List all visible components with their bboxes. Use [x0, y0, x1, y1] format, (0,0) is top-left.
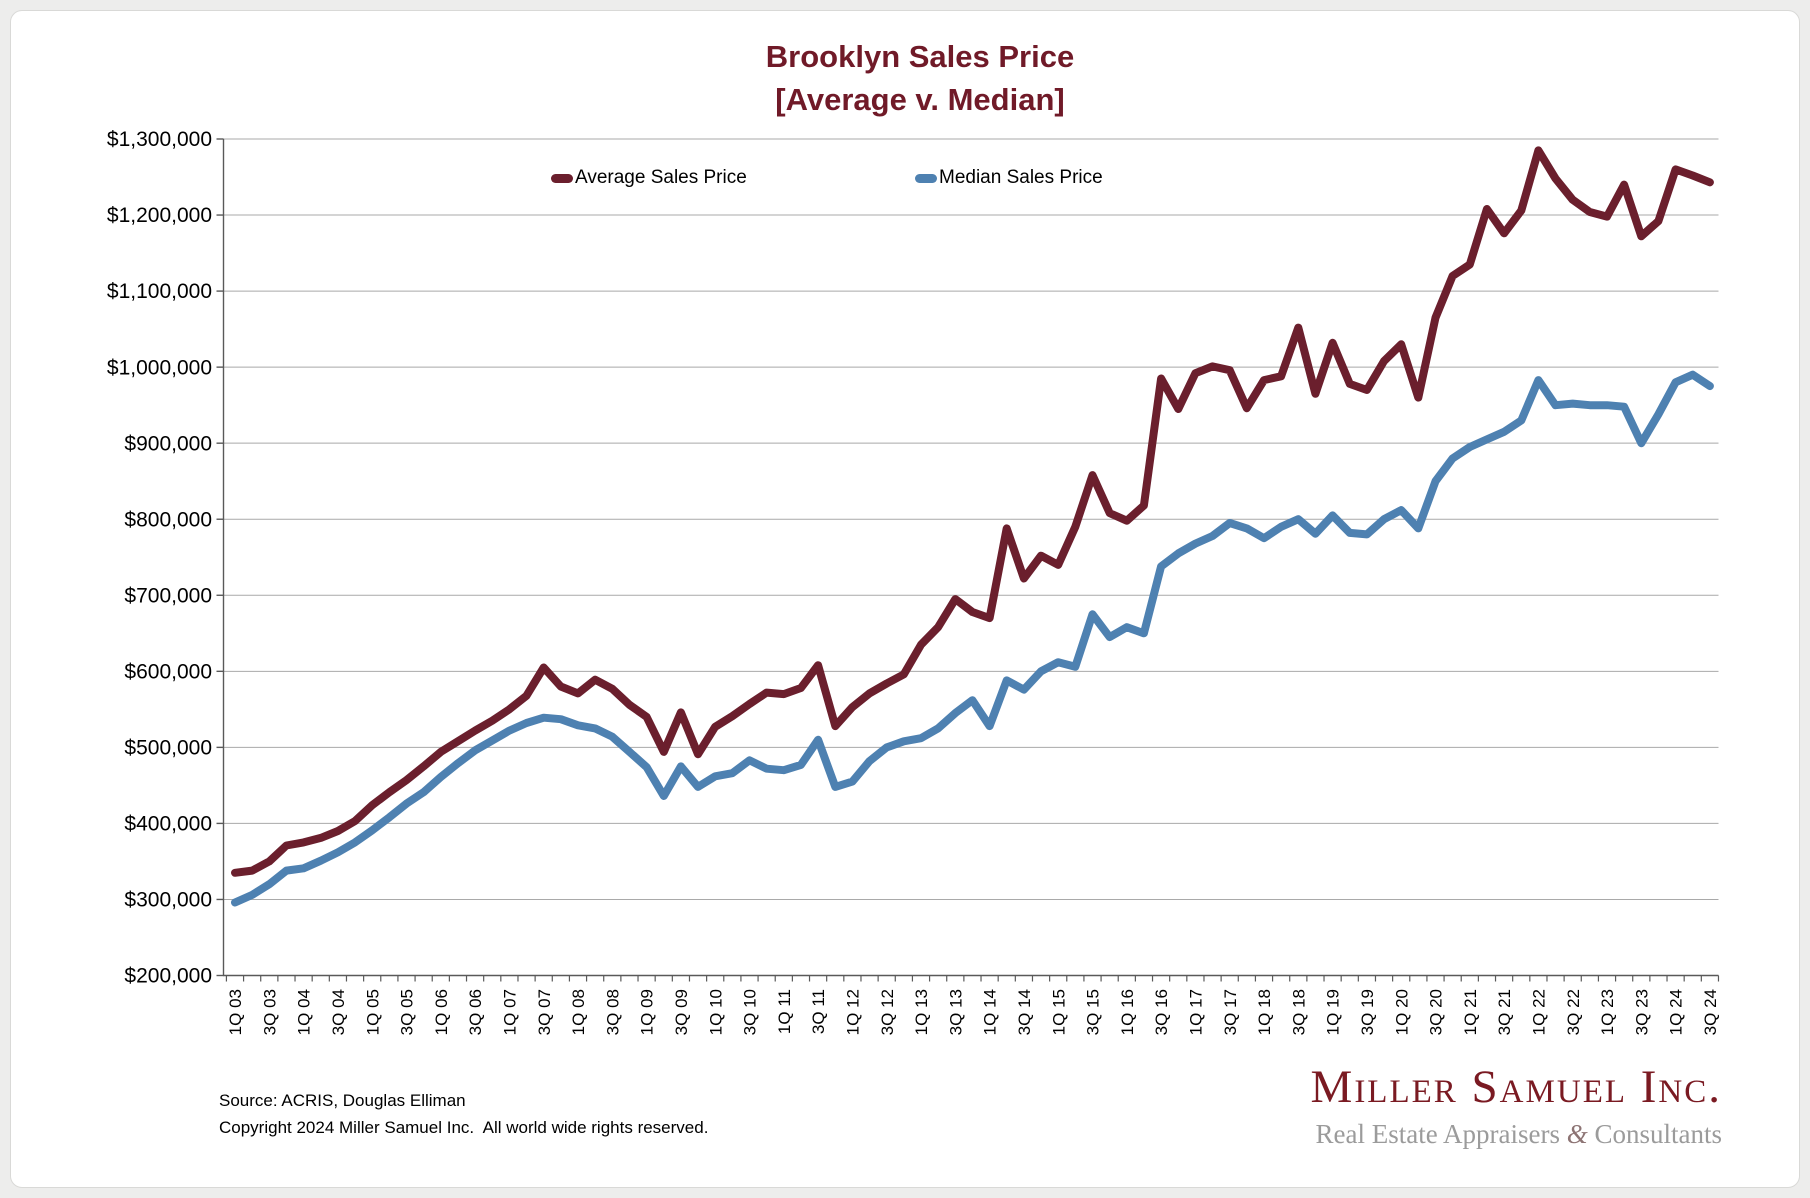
chart-title-line2: [Average v. Median]	[775, 82, 1065, 117]
chart-title-line1: Brooklyn Sales Price	[765, 39, 1075, 74]
median-series-marker-icon	[915, 173, 937, 183]
y-axis-label: $300,000	[124, 889, 212, 912]
x-axis-label: 3Q 16	[1152, 989, 1171, 1035]
x-axis-label: 3Q 10	[741, 989, 760, 1035]
y-axis-label: $1,100,000	[107, 280, 212, 303]
y-axis-label: $1,000,000	[107, 356, 212, 379]
x-axis-label: 1Q 23	[1598, 989, 1617, 1035]
y-axis-label: $1,200,000	[107, 204, 212, 227]
x-axis-label: 3Q 08	[603, 989, 622, 1035]
x-axis-label: 1Q 12	[844, 989, 863, 1035]
x-axis-label: 3Q 22	[1564, 989, 1583, 1035]
x-axis-label: 3Q 19	[1358, 989, 1377, 1035]
y-axis-label: $700,000	[124, 584, 212, 607]
x-axis-label: 3Q 12	[878, 989, 897, 1035]
x-axis-label: 3Q 24	[1701, 989, 1720, 1035]
miller-samuel-tagline: Real Estate Appraisers & Consultants	[1316, 1118, 1722, 1150]
x-axis-label: 3Q 07	[535, 989, 554, 1035]
tagline-text-post: Consultants	[1587, 1119, 1722, 1149]
x-axis-label: 3Q 03	[260, 989, 279, 1035]
x-axis-label: 3Q 15	[1084, 989, 1103, 1035]
x-axis-label: 1Q 04	[295, 989, 314, 1035]
x-axis-label: 3Q 04	[329, 989, 348, 1035]
chart-card	[10, 10, 1800, 1188]
source-note: Source: ACRIS, Douglas Elliman	[219, 1091, 466, 1110]
x-axis-label: 1Q 18	[1255, 989, 1274, 1035]
x-axis-label: 3Q 11	[809, 989, 828, 1034]
x-axis-label: 1Q 24	[1667, 989, 1686, 1035]
x-axis-label: 1Q 11	[775, 989, 794, 1034]
x-axis-label: 3Q 18	[1289, 989, 1308, 1035]
miller-samuel-logo: Miller Samuel Inc.	[1310, 1061, 1722, 1113]
tagline-ampersand: &	[1566, 1119, 1588, 1149]
x-axis-label: 1Q 16	[1118, 989, 1137, 1035]
x-axis-label: 1Q 03	[226, 989, 245, 1035]
x-axis-label: 1Q 22	[1530, 989, 1549, 1035]
x-axis-label: 1Q 19	[1324, 989, 1343, 1035]
x-axis-label: 1Q 20	[1392, 989, 1411, 1035]
x-axis-label: 1Q 08	[569, 989, 588, 1035]
y-axis-label: $900,000	[124, 432, 212, 455]
y-axis-label: $200,000	[124, 965, 212, 988]
median-series-line	[231, 370, 1714, 907]
x-axis-label: 3Q 20	[1427, 989, 1446, 1035]
x-axis-label: 1Q 10	[706, 989, 725, 1035]
x-axis-label: 1Q 15	[1049, 989, 1068, 1035]
x-axis-label: 1Q 21	[1461, 989, 1480, 1035]
x-axis-label: 1Q 06	[432, 989, 451, 1035]
y-axis-label: $400,000	[124, 813, 212, 836]
legend-item-average: Average Sales Price	[551, 167, 747, 189]
tagline-text-pre: Real Estate Appraisers	[1315, 1119, 1567, 1149]
legend-label-median: Median Sales Price	[939, 167, 1103, 188]
x-axis-label: 3Q 09	[672, 989, 691, 1035]
x-axis-label: 1Q 17	[1187, 989, 1206, 1035]
legend-item-median: Median Sales Price	[915, 167, 1103, 189]
x-axis-label: 1Q 07	[501, 989, 520, 1035]
x-axis-label: 3Q 05	[398, 989, 417, 1035]
legend-label-average: Average Sales Price	[575, 167, 747, 188]
x-axis-label: 1Q 05	[363, 989, 382, 1035]
x-axis-label: 1Q 09	[638, 989, 657, 1035]
y-axis-label: $500,000	[124, 737, 212, 760]
x-axis-label: 3Q 21	[1495, 989, 1514, 1035]
x-axis-label: 3Q 14	[1015, 989, 1034, 1035]
x-axis-label: 3Q 13	[946, 989, 965, 1035]
average-series-line	[231, 146, 1714, 877]
x-axis-label: 1Q 13	[912, 989, 931, 1035]
y-axis-label: $1,300,000	[107, 128, 212, 151]
x-axis-label: 1Q 14	[981, 989, 1000, 1035]
y-axis-label: $600,000	[124, 660, 212, 683]
x-axis-label: 3Q 17	[1221, 989, 1240, 1035]
copyright-note: Copyright 2024 Miller Samuel Inc. All wo…	[219, 1118, 709, 1137]
x-axis-label: 3Q 06	[466, 989, 485, 1035]
x-axis-label: 3Q 23	[1632, 989, 1651, 1035]
average-series-marker-icon	[551, 173, 573, 183]
y-axis-label: $800,000	[124, 508, 212, 531]
